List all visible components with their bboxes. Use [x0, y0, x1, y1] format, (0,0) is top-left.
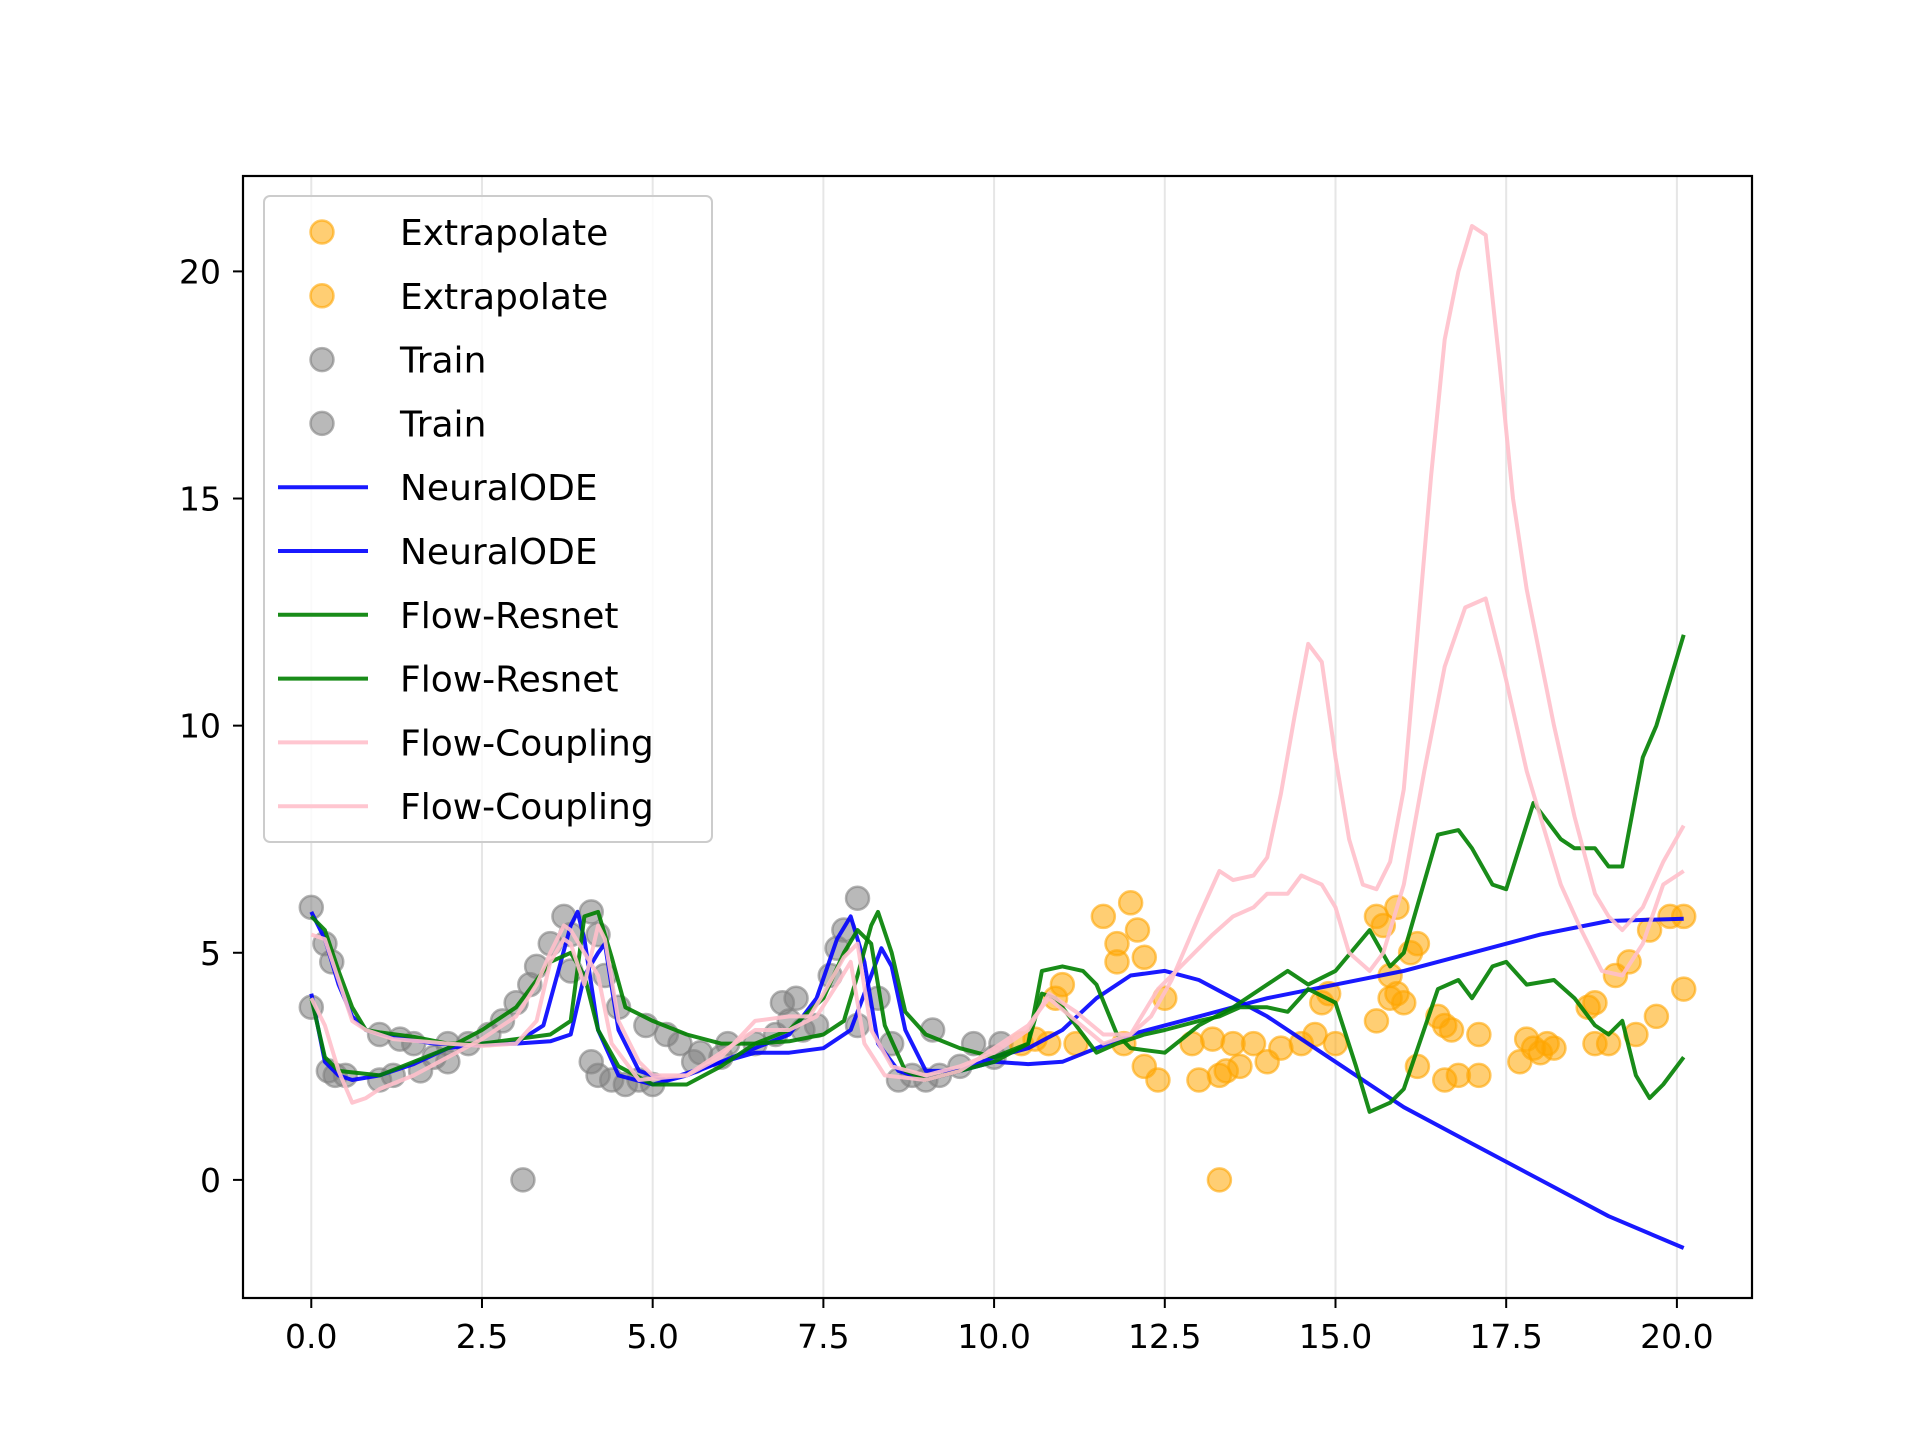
scatter-point	[1124, 917, 1151, 943]
legend: Extrapolate Extrapolate Train Train NeuralOD…	[263, 195, 713, 843]
line-series-flow-coupling	[309, 596, 1685, 1105]
line-series-flow-coupling	[310, 224, 1686, 1078]
legend-entry: NeuralODE	[278, 468, 598, 509]
scatter-point	[1670, 903, 1697, 930]
legend-label: Flow-Resnet	[400, 596, 619, 637]
legend-entry: Extrapolate	[309, 277, 608, 318]
legend-label: Flow-Resnet	[400, 660, 619, 701]
scatter-point	[1145, 1067, 1171, 1093]
scatter-point	[783, 985, 809, 1011]
scatter-point	[1466, 1062, 1492, 1089]
legend-entry: Flow-Coupling	[278, 723, 654, 764]
scatter-point	[1240, 1030, 1267, 1057]
plot-area	[298, 224, 1697, 1250]
x-tick-label: 0.0	[285, 1317, 337, 1356]
scatter-point	[1104, 949, 1130, 975]
scatter-point	[844, 885, 871, 912]
scatter-point	[1438, 1017, 1465, 1043]
x-tick-label: 7.5	[797, 1317, 849, 1356]
legend-entry: Train	[309, 341, 486, 382]
axes-frame	[241, 174, 1754, 1300]
legend-label: Train	[399, 341, 486, 382]
x-tick-label: 20.0	[1640, 1317, 1713, 1356]
y-tick-label: 20	[179, 252, 221, 291]
scatter-point	[510, 1167, 536, 1193]
legend-entry: Flow-Resnet	[278, 596, 619, 637]
legend-label: Flow-Coupling	[400, 723, 654, 764]
legend-label: NeuralODE	[400, 532, 598, 573]
legend-label: Flow-Coupling	[400, 787, 654, 828]
legend-label: Extrapolate	[400, 277, 608, 318]
legend-entry: Flow-Coupling	[278, 787, 654, 828]
scatter-point	[1670, 976, 1697, 1002]
scatter-point	[1117, 890, 1144, 916]
scatter-series-extrapolate	[1008, 890, 1697, 1193]
scatter-point	[1582, 989, 1608, 1016]
scatter-point	[1199, 1026, 1226, 1052]
scatter-point	[1322, 1030, 1349, 1057]
legend-box	[263, 195, 713, 843]
x-tick-label: 15.0	[1299, 1317, 1372, 1356]
legend-marker	[309, 346, 335, 373]
scatter-point	[1049, 971, 1076, 998]
y-tick-label: 10	[179, 707, 221, 746]
scatter-point	[1268, 1035, 1294, 1061]
y-tick-label: 0	[200, 1161, 221, 1200]
y-axis: 0 5 10 15 20	[179, 252, 243, 1200]
scatter-point	[1186, 1067, 1212, 1093]
legend-entry: Flow-Resnet	[278, 660, 619, 701]
y-tick-label: 5	[200, 934, 221, 973]
legend-marker	[309, 410, 335, 437]
legend-label: NeuralODE	[400, 468, 598, 509]
scatter-point	[1466, 1021, 1492, 1048]
scatter-point	[1391, 989, 1417, 1016]
x-tick-label: 12.5	[1128, 1317, 1201, 1356]
legend-label: Train	[399, 404, 486, 445]
scatter-point	[489, 1008, 516, 1034]
scatter-point	[1541, 1035, 1567, 1061]
legend-marker	[309, 283, 335, 309]
scatter-point	[1363, 1008, 1390, 1034]
x-tick-label: 5.0	[626, 1317, 678, 1356]
x-tick-label: 17.5	[1469, 1317, 1542, 1356]
scatter-point	[1131, 944, 1158, 971]
y-tick-label: 15	[179, 480, 221, 519]
legend-entry: Train	[309, 404, 486, 445]
scatter-point	[1227, 1053, 1253, 1080]
scatter-point	[1206, 1167, 1233, 1193]
legend-label: Extrapolate	[400, 213, 608, 254]
legend-entry: Extrapolate	[309, 213, 608, 254]
legend-entry: NeuralODE	[278, 532, 598, 573]
x-tick-label: 10.0	[957, 1317, 1030, 1356]
x-axis: 0.0 2.5 5.0 7.5 10.0 12.5 15.0 17.5 20.0	[285, 1298, 1714, 1356]
legend-marker	[309, 219, 335, 245]
line-series-flow-resnet	[309, 928, 1686, 1114]
x-tick-label: 2.5	[456, 1317, 508, 1356]
scatter-point	[1090, 903, 1117, 930]
scatter-point	[1643, 1003, 1670, 1030]
